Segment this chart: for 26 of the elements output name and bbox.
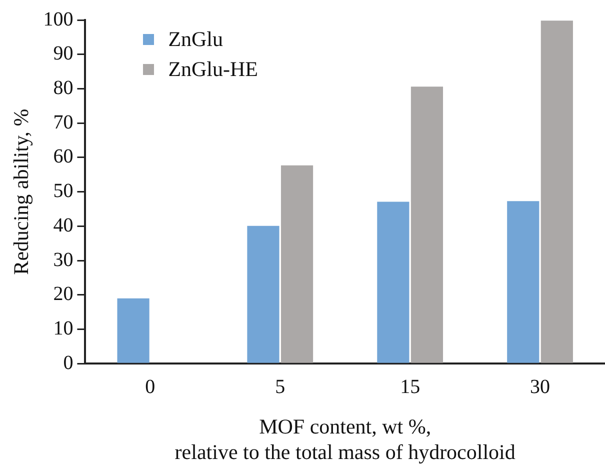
y-tick-label: 20	[53, 283, 74, 306]
y-tick-label: 50	[53, 180, 74, 202]
bar	[377, 202, 410, 363]
x-tick-label: 15	[400, 376, 420, 398]
y-tick-label: 0	[63, 352, 74, 374]
y-tick-label: 30	[53, 248, 74, 271]
y-axis-title: Reducing ability, %	[9, 108, 34, 275]
x-tick-label: 30	[530, 376, 550, 398]
bar	[507, 201, 540, 363]
bar	[410, 86, 444, 363]
x-tick-label: 0	[145, 376, 156, 398]
x-axis-title: MOF content, wt %, relative to the total mass of hydrocolloid	[174, 414, 516, 464]
y-tick-label: 90	[53, 42, 74, 65]
y-tick-label: 40	[53, 214, 74, 236]
bar	[280, 165, 314, 363]
y-tick-label: 100	[43, 8, 74, 30]
y-tick-label: 70	[53, 111, 74, 134]
y-tick-label: 10	[53, 317, 74, 340]
bar	[117, 298, 150, 363]
y-tick-label: 80	[53, 76, 74, 99]
legend-label: ZnGlu	[168, 26, 224, 53]
y-tick-label: 60	[53, 146, 74, 168]
bar	[247, 226, 280, 363]
x-tick-label: 5	[275, 376, 286, 398]
legend-label: ZnGlu-HE	[168, 56, 258, 83]
bar	[540, 20, 573, 363]
